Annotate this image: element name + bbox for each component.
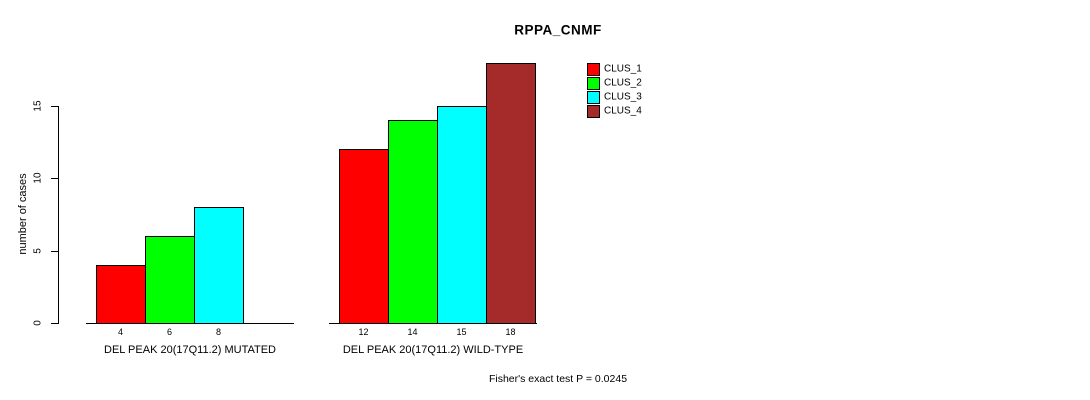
bar-value-label: 14 xyxy=(407,327,418,337)
legend-swatch-clus-2 xyxy=(587,76,600,90)
legend-label: CLUS_3 xyxy=(604,91,642,103)
bar-value-label: 12 xyxy=(358,327,369,337)
bar-clus-4-group-2 xyxy=(486,63,536,324)
bar-clus-2-group-2 xyxy=(388,120,438,324)
legend-label: CLUS_2 xyxy=(604,77,642,89)
bar-value-label: 15 xyxy=(456,327,467,337)
y-axis-tick xyxy=(51,106,58,107)
bar-value-label: 8 xyxy=(215,327,222,337)
legend-swatch-clus-1 xyxy=(587,62,600,76)
chart-title: RPPA_CNMF xyxy=(514,22,602,38)
bar-clus-2-group-1 xyxy=(145,236,195,324)
bar-clus-3-group-1 xyxy=(194,207,244,324)
fisher-test-annotation: Fisher's exact test P = 0.0245 xyxy=(488,373,628,385)
y-axis-tick-label: 0 xyxy=(32,320,44,326)
y-axis-tick-label: 5 xyxy=(32,248,44,254)
legend-swatch-clus-3 xyxy=(587,90,600,104)
bar-value-label: 18 xyxy=(505,327,516,337)
y-axis-tick-label: 15 xyxy=(32,100,44,112)
y-axis-line xyxy=(58,105,59,324)
legend-swatch-clus-4 xyxy=(587,104,600,118)
legend-label: CLUS_1 xyxy=(604,63,642,75)
bar-clus-1-group-1 xyxy=(96,265,146,324)
bar-clus-3-group-2 xyxy=(437,106,487,324)
bar-clus-1-group-2 xyxy=(339,149,389,324)
y-axis-tick xyxy=(51,323,58,324)
bar-value-label: 6 xyxy=(166,327,173,337)
y-axis-title: number of cases xyxy=(17,173,29,255)
bar-value-label: 4 xyxy=(117,327,124,337)
x-axis-group-label: DEL PEAK 20(17Q11.2) MUTATED xyxy=(104,344,276,356)
y-axis-tick xyxy=(51,178,58,179)
x-axis-group-label: DEL PEAK 20(17Q11.2) WILD-TYPE xyxy=(342,344,524,356)
y-axis-tick-label: 10 xyxy=(32,172,44,184)
y-axis-tick xyxy=(51,251,58,252)
legend-label: CLUS_4 xyxy=(604,105,642,117)
